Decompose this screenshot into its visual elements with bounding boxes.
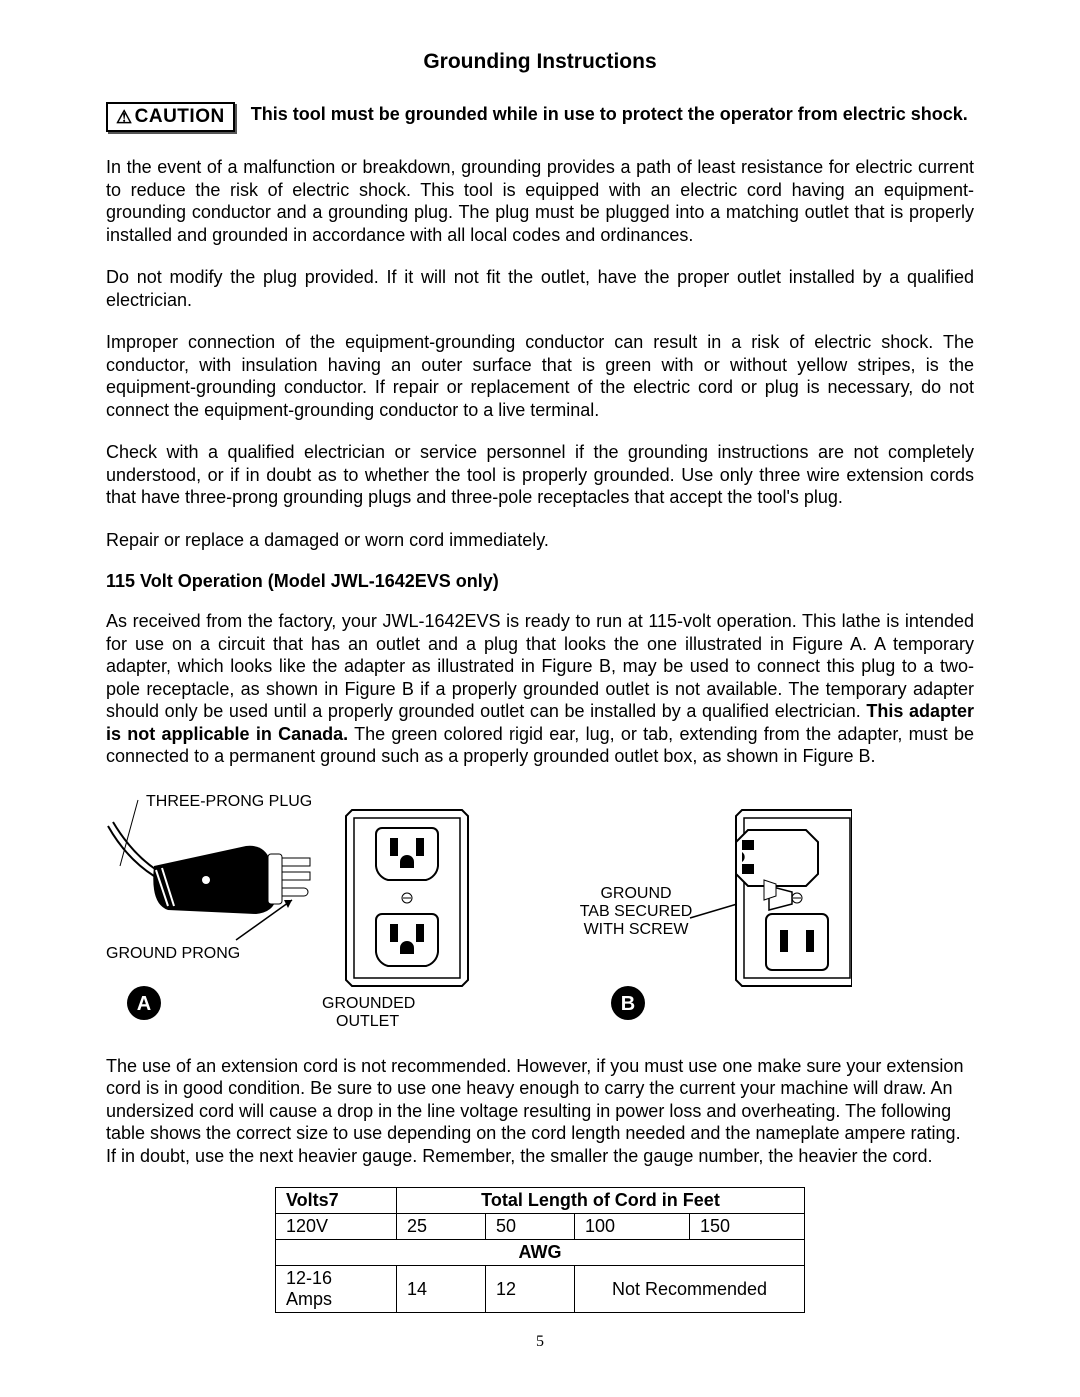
diagram-label: OUTLET: [336, 1013, 399, 1030]
table-row: 12-16 Amps 14 12 Not Recommended: [276, 1266, 805, 1313]
table-cell: 120V: [276, 1214, 397, 1240]
page-number: 5: [106, 1333, 974, 1351]
paragraph: Repair or replace a damaged or worn cord…: [106, 529, 974, 552]
paragraph: As received from the factory, your JWL-1…: [106, 610, 974, 768]
caution-block: ⚠CAUTION This tool must be grounded whil…: [106, 102, 974, 132]
table-cell: 100: [575, 1214, 690, 1240]
table-header-cell: Volts7: [276, 1188, 397, 1214]
table-cell: 12-16 Amps: [276, 1266, 397, 1313]
caution-badge: ⚠CAUTION: [106, 102, 235, 132]
table-cell: 12: [486, 1266, 575, 1313]
adapter-outlet-icon: [736, 810, 852, 986]
page-title: Grounding Instructions: [106, 50, 974, 74]
paragraph: Do not modify the plug provided. If it w…: [106, 266, 974, 311]
caution-text: This tool must be grounded while in use …: [251, 102, 974, 126]
figure-a-label: A: [137, 993, 151, 1015]
figure-b-label: B: [621, 993, 635, 1015]
document-page: Grounding Instructions ⚠CAUTION This too…: [0, 0, 1080, 1391]
paragraph: In the event of a malfunction or breakdo…: [106, 156, 974, 246]
warning-triangle-icon: ⚠: [116, 108, 133, 126]
table-cell: AWG: [276, 1240, 805, 1266]
diagram-label: GROUND: [600, 885, 671, 902]
diagram-label: WITH SCREW: [584, 921, 690, 938]
diagram-label: GROUND PRONG: [106, 945, 240, 962]
paragraph: Improper connection of the equipment-gro…: [106, 331, 974, 421]
grounding-diagram: THREE-PRONG PLUG: [106, 788, 852, 1033]
caution-label: CAUTION: [135, 106, 225, 128]
paragraph-text: As received from the factory, your JWL-1…: [106, 611, 974, 721]
section-heading: 115 Volt Operation (Model JWL-1642EVS on…: [106, 571, 974, 592]
table-cell: 50: [486, 1214, 575, 1240]
paragraph: Check with a qualified electrician or se…: [106, 441, 974, 509]
table-row: Volts7 Total Length of Cord in Feet: [276, 1188, 805, 1214]
table-cell: 14: [397, 1266, 486, 1313]
diagram-label: TAB SECURED: [580, 903, 693, 920]
paragraph: The use of an extension cord is not reco…: [106, 1055, 974, 1168]
table-cell: 150: [690, 1214, 805, 1240]
table-header-cell: Total Length of Cord in Feet: [397, 1188, 805, 1214]
table-cell: 25: [397, 1214, 486, 1240]
diagram-label: THREE-PRONG PLUG: [146, 793, 312, 810]
table-cell: Not Recommended: [575, 1266, 805, 1313]
table-row: AWG: [276, 1240, 805, 1266]
diagram-label: GROUNDED: [322, 995, 415, 1012]
table-row: 120V 25 50 100 150: [276, 1214, 805, 1240]
grounded-outlet-icon: [346, 810, 468, 986]
cord-size-table: Volts7 Total Length of Cord in Feet 120V…: [275, 1187, 805, 1313]
